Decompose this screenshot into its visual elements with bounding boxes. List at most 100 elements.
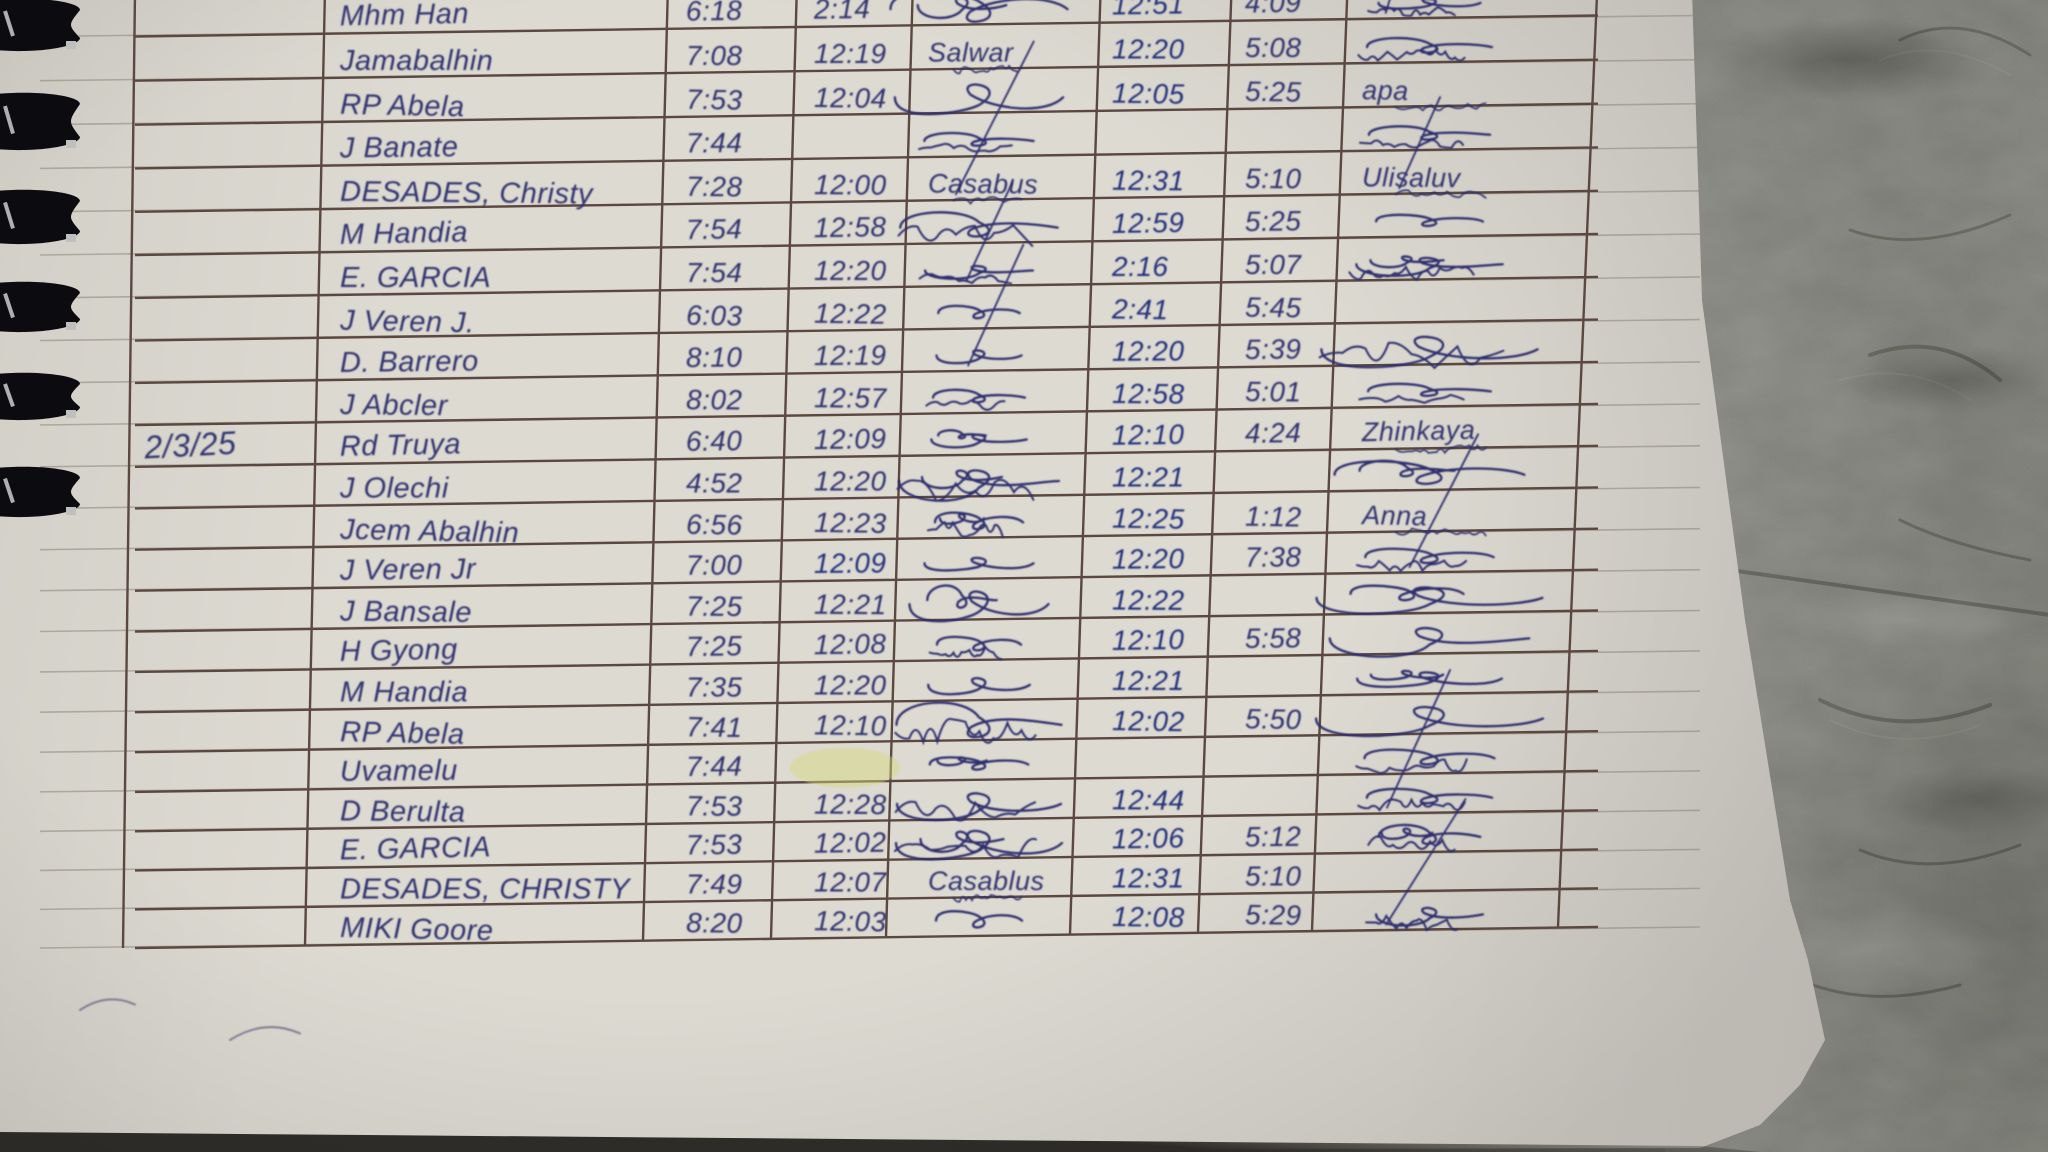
svg-text:7:25: 7:25 — [686, 591, 743, 622]
svg-text:7:49: 7:49 — [686, 868, 743, 899]
svg-text:5:39: 5:39 — [1245, 334, 1302, 365]
svg-text:12:08: 12:08 — [814, 628, 887, 660]
svg-text:DESADES, CHRISTY: DESADES, CHRISTY — [340, 873, 632, 905]
svg-text:7:28: 7:28 — [686, 171, 743, 202]
svg-text:5:01: 5:01 — [1245, 376, 1302, 407]
svg-text:7:08: 7:08 — [686, 40, 743, 71]
svg-text:6:56: 6:56 — [686, 509, 743, 541]
svg-text:12:31: 12:31 — [1112, 862, 1185, 893]
svg-text:12:22: 12:22 — [814, 298, 887, 330]
svg-text:2:41: 2:41 — [1111, 293, 1169, 325]
svg-text:8:10: 8:10 — [686, 342, 743, 373]
svg-text:12:04: 12:04 — [814, 82, 887, 114]
svg-text:Zhinkaya: Zhinkaya — [1360, 415, 1475, 447]
svg-text:12:03: 12:03 — [814, 905, 887, 937]
svg-text:RP Abela: RP Abela — [340, 89, 465, 124]
svg-text:7:54: 7:54 — [686, 213, 743, 245]
svg-text:8:20: 8:20 — [686, 907, 743, 939]
svg-text:12:10: 12:10 — [1112, 419, 1185, 451]
svg-text:5:12: 5:12 — [1245, 821, 1302, 853]
svg-text:4:24: 4:24 — [1245, 417, 1302, 449]
svg-text:J Olechi: J Olechi — [339, 472, 450, 504]
svg-text:Rd Truya: Rd Truya — [339, 428, 461, 463]
svg-text:Anna: Anna — [1360, 500, 1428, 531]
svg-text:2:16: 2:16 — [1111, 251, 1169, 282]
svg-text:12:20: 12:20 — [1112, 543, 1185, 575]
svg-text:Uvamelu: Uvamelu — [340, 755, 458, 788]
svg-text:5:58: 5:58 — [1245, 622, 1302, 654]
svg-text:5:45: 5:45 — [1245, 292, 1302, 324]
svg-text:12:58: 12:58 — [814, 211, 887, 243]
svg-text:apa: apa — [1362, 75, 1409, 106]
svg-text:5:08: 5:08 — [1245, 32, 1302, 63]
svg-text:12:21: 12:21 — [1112, 461, 1185, 492]
svg-text:7:53: 7:53 — [686, 790, 743, 821]
svg-text:J Veren J.: J Veren J. — [339, 305, 475, 340]
svg-text:12:10: 12:10 — [1112, 624, 1185, 656]
svg-text:Salwar: Salwar — [928, 37, 1014, 67]
svg-text:12:00: 12:00 — [814, 169, 887, 201]
svg-text:12:20: 12:20 — [1112, 335, 1185, 367]
svg-text:7:25: 7:25 — [686, 630, 743, 662]
svg-text:12:09: 12:09 — [814, 423, 887, 455]
svg-text:12:10: 12:10 — [814, 709, 887, 741]
svg-text:12:58: 12:58 — [1112, 378, 1185, 410]
svg-text:E. GARCIA: E. GARCIA — [339, 831, 491, 866]
svg-text:12:08: 12:08 — [1112, 901, 1185, 933]
svg-text:6:03: 6:03 — [686, 300, 743, 332]
svg-text:5:25: 5:25 — [1245, 205, 1302, 237]
svg-text:5:25: 5:25 — [1245, 76, 1302, 108]
svg-text:12:25: 12:25 — [1112, 503, 1185, 535]
svg-text:Casabus: Casabus — [928, 168, 1038, 199]
svg-text:12:28: 12:28 — [814, 789, 887, 821]
svg-text:12:09: 12:09 — [814, 547, 887, 579]
svg-text:6:18: 6:18 — [686, 0, 743, 27]
svg-text:12:20: 12:20 — [1112, 34, 1185, 65]
svg-text:MIKI Goore: MIKI Goore — [340, 912, 494, 947]
svg-text:2:14: 2:14 — [813, 0, 871, 25]
svg-text:12:19: 12:19 — [814, 340, 887, 372]
svg-text:2/3/25: 2/3/25 — [142, 425, 237, 466]
svg-text:12:19: 12:19 — [814, 38, 887, 69]
svg-text:12:59: 12:59 — [1112, 207, 1185, 239]
svg-text:12:51: 12:51 — [1112, 0, 1185, 20]
svg-text:4:52: 4:52 — [686, 467, 743, 498]
svg-text:12:06: 12:06 — [1112, 822, 1185, 854]
svg-text:7:35: 7:35 — [686, 671, 743, 702]
svg-text:12:20: 12:20 — [814, 255, 887, 286]
svg-text:M Handia: M Handia — [339, 216, 468, 251]
svg-text:12:20: 12:20 — [814, 669, 887, 700]
svg-text:H Gyong: H Gyong — [339, 634, 458, 668]
svg-text:12:44: 12:44 — [1112, 784, 1185, 816]
svg-text:5:10: 5:10 — [1245, 163, 1302, 194]
svg-text:12:21: 12:21 — [1112, 665, 1185, 696]
svg-text:RP Abela: RP Abela — [340, 716, 465, 751]
svg-text:12:21: 12:21 — [814, 589, 887, 621]
svg-text:12:07: 12:07 — [814, 867, 887, 898]
svg-text:12:31: 12:31 — [1112, 165, 1185, 197]
svg-text:8:02: 8:02 — [686, 384, 743, 415]
svg-text:D. Barrero: D. Barrero — [340, 346, 479, 379]
svg-text:6:40: 6:40 — [686, 425, 743, 457]
svg-text:5:07: 5:07 — [1245, 249, 1302, 280]
svg-text:5:10: 5:10 — [1245, 860, 1302, 891]
svg-text:12:20: 12:20 — [814, 466, 887, 497]
svg-text:Ulisaluv: Ulisaluv — [1362, 162, 1462, 193]
svg-text:J Abcler: J Abcler — [339, 389, 449, 422]
svg-text:7:54: 7:54 — [686, 257, 743, 288]
svg-text:Jcem Abalhin: Jcem Abalhin — [339, 514, 520, 550]
svg-text:J Bansale: J Bansale — [339, 596, 472, 629]
svg-text:4:09: 4:09 — [1245, 0, 1302, 19]
svg-text:7:44: 7:44 — [686, 751, 743, 782]
svg-text:12:02: 12:02 — [814, 827, 887, 859]
svg-text:7:53: 7:53 — [686, 829, 743, 861]
svg-text:12:05: 12:05 — [1112, 78, 1185, 110]
svg-text:DESADES, Christy: DESADES, Christy — [340, 176, 594, 211]
svg-text:12:02: 12:02 — [1112, 705, 1185, 737]
svg-text:1:12: 1:12 — [1245, 501, 1302, 533]
svg-text:Casablus: Casablus — [928, 866, 1045, 896]
svg-text:D Berulta: D Berulta — [340, 795, 466, 828]
svg-text:5:50: 5:50 — [1245, 703, 1302, 735]
svg-text:7:41: 7:41 — [686, 711, 743, 743]
svg-text:M Handia: M Handia — [340, 676, 468, 708]
